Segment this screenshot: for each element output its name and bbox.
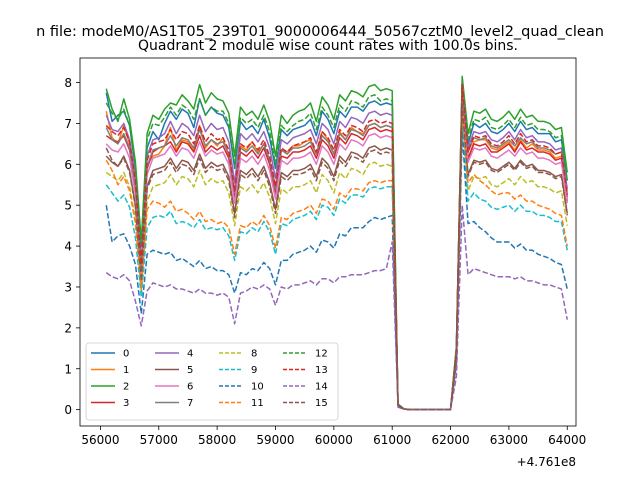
series-line-14 <box>105 204 568 411</box>
series-line-2 <box>105 75 568 411</box>
x-tick-label: 63000 <box>490 433 528 447</box>
x-tick-label: 61000 <box>373 433 411 447</box>
series-line-12 <box>105 77 568 411</box>
legend-label-4: 4 <box>187 349 193 360</box>
x-tick-label: 60000 <box>315 433 353 447</box>
y-tick-label: 1 <box>64 362 72 376</box>
x-offset-label: +4.761e8 <box>517 455 576 469</box>
series-line-3 <box>105 85 568 411</box>
y-tick-label: 3 <box>64 280 72 294</box>
legend-label-7: 7 <box>187 398 193 409</box>
y-tick-label: 2 <box>64 321 72 335</box>
legend-label-9: 9 <box>251 365 257 376</box>
series-line-4 <box>105 81 568 411</box>
legend-label-13: 13 <box>315 365 328 376</box>
x-tick-label: 59000 <box>256 433 294 447</box>
legend-label-0: 0 <box>123 349 129 360</box>
series-line-0 <box>105 79 568 411</box>
ticks-layer: 56000 57000 58000 59000 60000 61000 62000 63000… <box>64 76 586 447</box>
legend-label-6: 6 <box>187 382 193 393</box>
legend-label-14: 14 <box>315 382 328 393</box>
series-line-6 <box>105 94 568 411</box>
x-tick-label: 56000 <box>81 433 119 447</box>
y-tick-label: 8 <box>64 76 72 90</box>
series-line-15 <box>105 104 568 411</box>
x-tick-label: 57000 <box>140 433 178 447</box>
legend-label-10: 10 <box>251 382 264 393</box>
y-tick-label: 7 <box>64 117 72 131</box>
y-tick-label: 4 <box>64 240 72 254</box>
x-tick-label: 62000 <box>431 433 469 447</box>
legend-label-11: 11 <box>251 398 264 409</box>
series-line-11 <box>105 110 568 411</box>
y-tick-label: 6 <box>64 158 72 172</box>
legend-label-15: 15 <box>315 398 328 409</box>
figure-suptitle: n file: modeM0/AS1T05_239T01_9000006444_… <box>36 24 604 40</box>
series-line-5 <box>105 106 568 411</box>
series-line-8 <box>105 110 568 411</box>
y-tick-label: 5 <box>64 199 72 213</box>
legend-label-3: 3 <box>123 398 129 409</box>
series-layer <box>105 75 568 411</box>
plot-frame <box>79 57 577 427</box>
series-line-10 <box>105 130 568 411</box>
series-line-9 <box>105 118 568 411</box>
x-tick-label: 58000 <box>198 433 236 447</box>
legend-label-8: 8 <box>251 349 257 360</box>
series-line-13 <box>105 83 568 411</box>
legend-label-12: 12 <box>315 349 328 360</box>
legend-label-5: 5 <box>187 365 193 376</box>
legend-label-1: 1 <box>123 365 129 376</box>
legend-frame <box>85 342 339 421</box>
y-tick-label: 0 <box>64 403 72 417</box>
chart-title: Quadrant 2 module wise count rates with … <box>138 38 518 54</box>
legend-label-2: 2 <box>123 382 129 393</box>
series-line-7 <box>105 87 568 411</box>
x-tick-label: 64000 <box>548 433 586 447</box>
